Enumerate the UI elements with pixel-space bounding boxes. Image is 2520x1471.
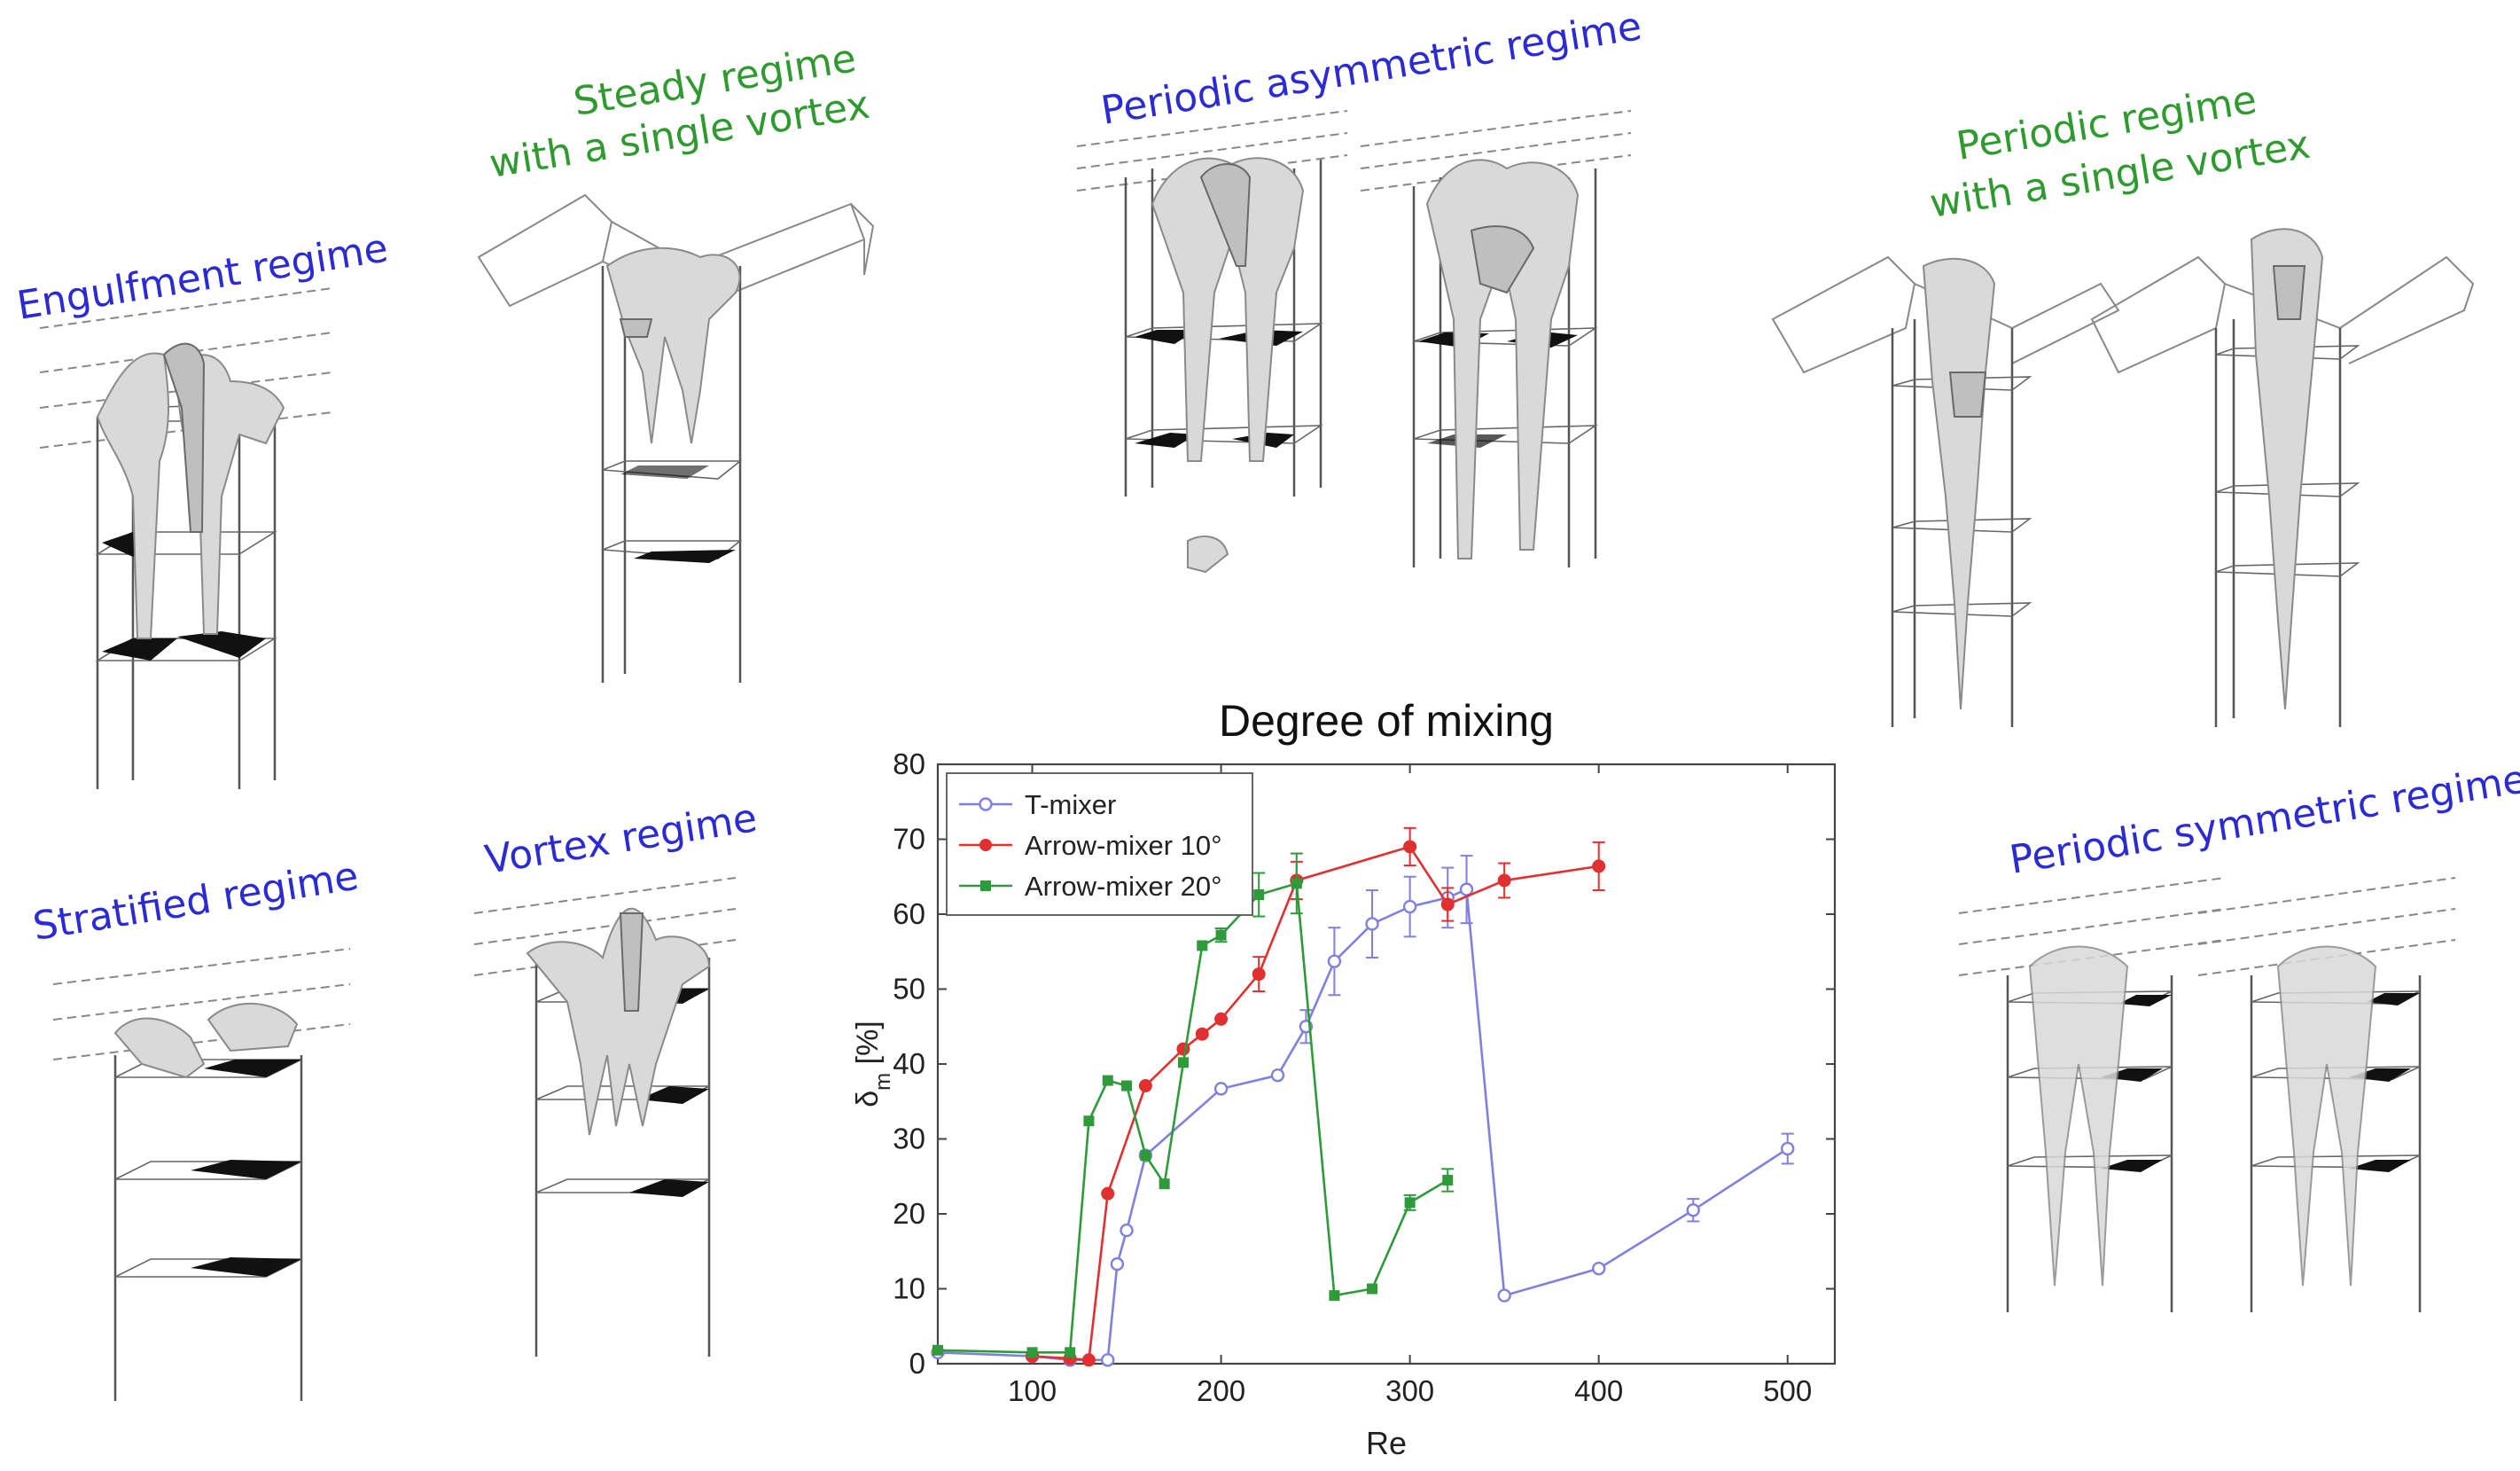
data-point <box>1110 1256 1125 1271</box>
periodic-single-vortex-panel: Periodic regime with a single vortex <box>1771 77 2475 727</box>
steady-single-vortex-panel: Steady regime with a single vortex <box>477 35 875 683</box>
data-point <box>1497 1288 1511 1303</box>
y-axis-label-unit: [%] <box>851 1021 885 1073</box>
data-point <box>1686 1203 1700 1217</box>
data-point <box>1214 1012 1229 1026</box>
series-layer <box>931 826 1795 1367</box>
periodic-asymmetric-panel: Periodic asymmetric regime <box>1076 4 1645 574</box>
periodic-asymmetric-regime-label: Periodic asymmetric regime <box>1098 4 1645 134</box>
periodic-symmetric-render-1 <box>1958 877 2226 1312</box>
y-axis: 0 10 20 30 40 50 60 70 80 <box>893 747 1835 1380</box>
data-point <box>1195 1027 1209 1041</box>
data-point <box>1176 1042 1190 1056</box>
data-point <box>1329 1290 1340 1302</box>
periodic-symmetric-panel: Periodic symmetric regime <box>1958 756 2520 1312</box>
data-point <box>1177 1057 1189 1068</box>
steady-regime-render <box>477 193 875 683</box>
periodic-asymmetric-render-2 <box>1360 110 1632 567</box>
periodic-symmetric-render-2 <box>2197 877 2456 1312</box>
data-point <box>1497 873 1511 888</box>
data-point <box>1365 917 1379 931</box>
periodic-symmetric-regime-label: Periodic symmetric regime <box>2007 756 2520 883</box>
y-tick-label: 0 <box>909 1347 925 1380</box>
y-tick-label: 10 <box>893 1272 925 1305</box>
y-tick-label: 30 <box>893 1123 925 1155</box>
series-line <box>1032 845 1599 1362</box>
x-axis-label: Re <box>1366 1425 1407 1461</box>
data-point <box>1402 899 1417 914</box>
data-point <box>1213 1082 1229 1096</box>
legend-marker <box>979 839 992 851</box>
x-tick-label: 300 <box>1385 1374 1434 1407</box>
engulfment-regime-panel: Engulfment regime <box>14 225 391 789</box>
data-point <box>1121 1080 1133 1092</box>
data-point <box>1138 1079 1152 1093</box>
x-axis: 100 200 300 400 500 <box>1008 764 1812 1407</box>
data-point <box>1026 1347 1038 1358</box>
data-point <box>1781 1141 1795 1156</box>
y-tick-label: 60 <box>893 897 925 930</box>
data-point <box>1592 859 1606 873</box>
data-point <box>1367 1283 1378 1295</box>
chart-legend: T-mixer Arrow-mixer 10° Arrow-mixer 20° <box>946 772 1253 916</box>
y-tick-label: 70 <box>893 823 925 856</box>
periodic-single-render-2 <box>2090 228 2475 727</box>
series-3 <box>932 852 1455 1358</box>
y-tick-label: 80 <box>893 747 925 780</box>
data-point <box>1120 1223 1134 1238</box>
y-axis-label-symbol: δ <box>851 1091 885 1107</box>
data-point <box>1253 889 1265 901</box>
periodic-asymmetric-render-1 <box>1076 110 1348 574</box>
x-tick-label: 100 <box>1008 1374 1057 1407</box>
engulfment-regime-render <box>39 287 333 789</box>
data-point <box>1440 897 1455 912</box>
x-tick-label: 200 <box>1197 1374 1245 1407</box>
data-point <box>1101 1186 1115 1201</box>
data-point <box>1081 1353 1096 1367</box>
data-point <box>1270 1068 1285 1083</box>
stratified-regime-render <box>52 948 351 1401</box>
y-tick-label: 20 <box>893 1197 925 1230</box>
vortex-regime-render <box>473 877 737 1357</box>
stratified-regime-label: Stratified regime <box>30 854 362 950</box>
y-axis-label-subscript: m <box>871 1073 895 1091</box>
data-point <box>1442 1174 1454 1185</box>
x-tick-label: 500 <box>1763 1374 1812 1407</box>
data-point <box>932 1344 943 1356</box>
legend-label: T-mixer <box>1025 789 1116 820</box>
chart-title: Degree of mixing <box>1219 696 1554 746</box>
data-point <box>1327 954 1342 968</box>
data-point <box>1591 1261 1606 1276</box>
data-point <box>1215 929 1227 941</box>
data-point <box>1140 1150 1151 1162</box>
stratified-regime-panel: Stratified regime <box>30 854 362 1401</box>
legend-label: Arrow-mixer 10° <box>1025 830 1222 861</box>
vortex-regime-panel: Vortex regime <box>473 795 761 1357</box>
data-point <box>1252 967 1266 982</box>
degree-of-mixing-chart: Degree of mixing 100 200 300 400 500 0 10 20 30… <box>851 696 1837 1461</box>
data-point <box>1065 1347 1076 1358</box>
y-tick-label: 50 <box>893 973 925 1005</box>
data-point <box>1197 940 1208 951</box>
data-point <box>1403 840 1417 854</box>
legend-label: Arrow-mixer 20° <box>1025 871 1222 902</box>
data-point <box>1159 1178 1170 1190</box>
legend-marker <box>980 880 991 891</box>
x-tick-label: 400 <box>1574 1374 1623 1407</box>
legend-marker <box>979 797 993 811</box>
periodic-single-render-1 <box>1771 255 2120 727</box>
data-point <box>1083 1115 1095 1127</box>
data-point <box>1291 878 1302 889</box>
data-point <box>1404 1197 1416 1209</box>
vortex-regime-label: Vortex regime <box>482 795 761 883</box>
y-axis-label: δm [%] <box>851 1021 895 1107</box>
engulfment-regime-label: Engulfment regime <box>14 225 391 328</box>
data-point <box>1102 1075 1113 1086</box>
y-tick-label: 40 <box>893 1047 925 1080</box>
data-point <box>1101 1353 1115 1367</box>
